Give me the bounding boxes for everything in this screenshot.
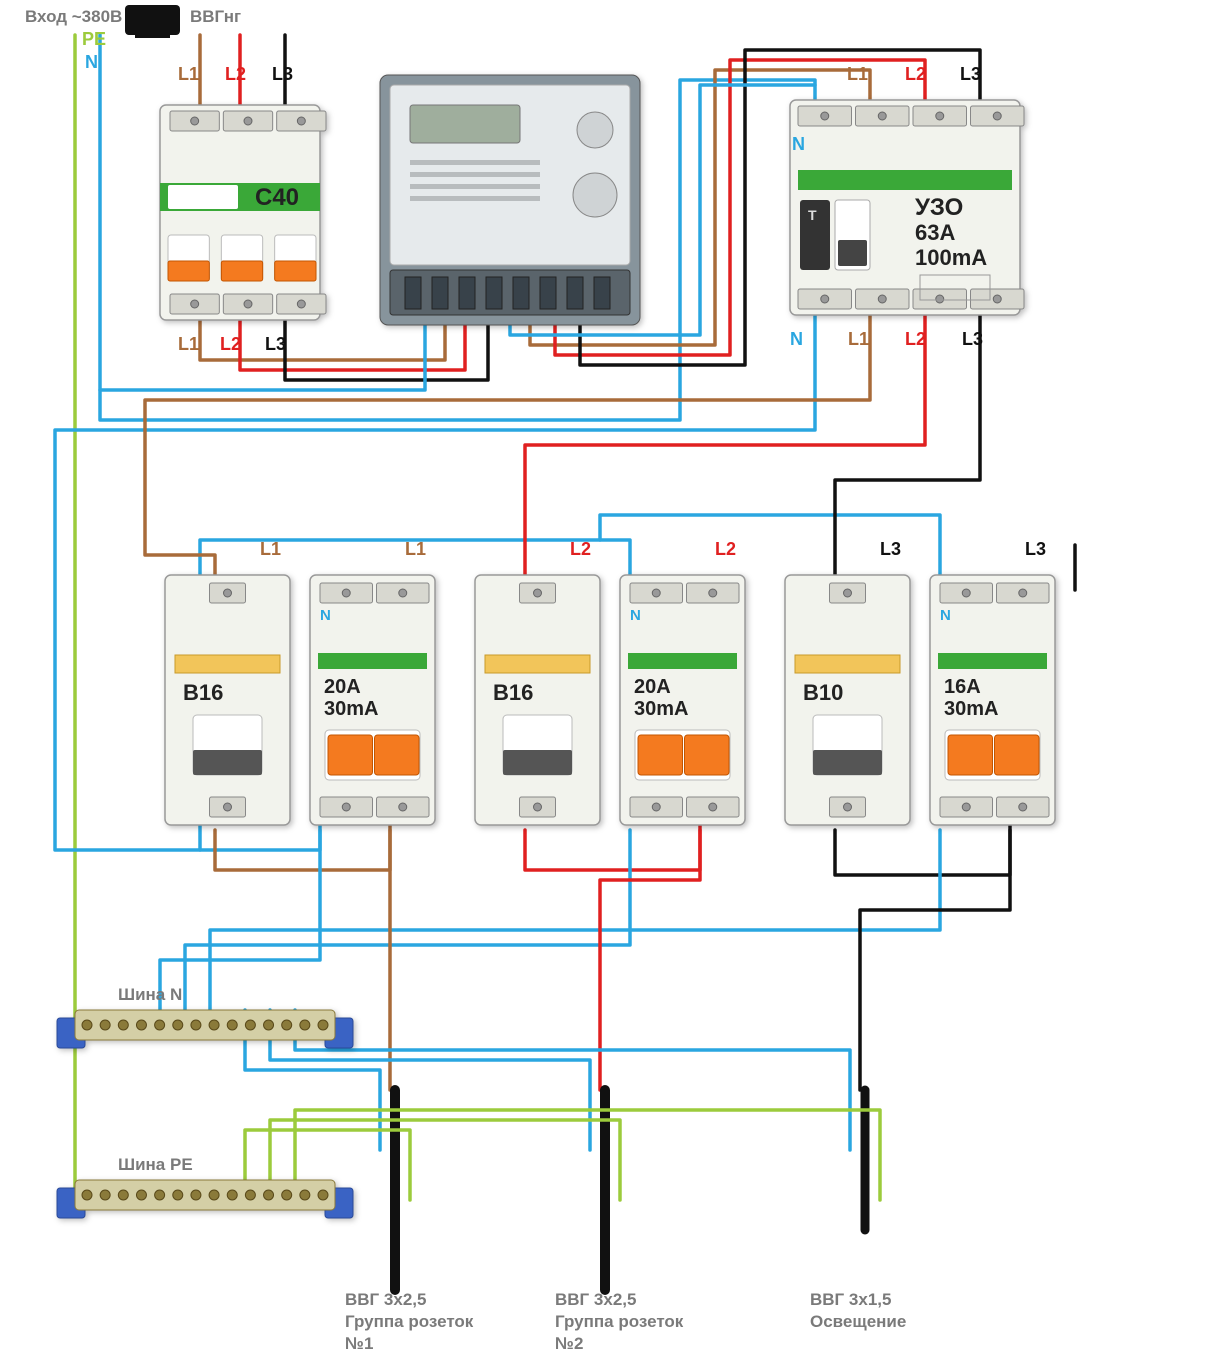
- svg-text:100mA: 100mA: [915, 245, 987, 270]
- svg-text:L3: L3: [1025, 539, 1046, 559]
- svg-text:L2: L2: [225, 64, 246, 84]
- device-b3: B10: [785, 575, 910, 825]
- svg-text:ВВГ 3х1,5: ВВГ 3х1,5: [810, 1290, 891, 1309]
- svg-text:B16: B16: [493, 680, 533, 705]
- wiring-diagram: C40TУЗО63A100mAB16L120A30mANL1B16L220A30…: [0, 0, 1220, 1363]
- svg-text:L1: L1: [260, 539, 281, 559]
- svg-text:L2: L2: [905, 64, 926, 84]
- svg-text:L3: L3: [962, 329, 983, 349]
- svg-text:T: T: [808, 207, 817, 223]
- svg-text:N: N: [320, 607, 331, 624]
- device-r3: 16A30mA N: [930, 575, 1055, 825]
- svg-text:B10: B10: [803, 680, 843, 705]
- svg-text:Группа розеток: Группа розеток: [345, 1312, 474, 1331]
- svg-text:20A: 20A: [324, 676, 361, 698]
- svg-text:C40: C40: [255, 184, 299, 211]
- svg-text:ВВГнг: ВВГнг: [190, 7, 241, 26]
- svg-text:L3: L3: [960, 64, 981, 84]
- svg-text:N: N: [790, 329, 803, 349]
- svg-text:Освещение: Освещение: [810, 1312, 906, 1331]
- svg-text:L2: L2: [220, 334, 241, 354]
- svg-text:N: N: [630, 607, 641, 624]
- svg-text:PE: PE: [82, 29, 106, 49]
- svg-text:№2: №2: [555, 1334, 583, 1353]
- svg-text:L3: L3: [272, 64, 293, 84]
- svg-text:N: N: [85, 52, 98, 72]
- svg-text:30mA: 30mA: [324, 698, 378, 720]
- svg-text:L2: L2: [905, 329, 926, 349]
- svg-text:ВВГ 3х2,5: ВВГ 3х2,5: [555, 1290, 636, 1309]
- svg-text:L3: L3: [265, 334, 286, 354]
- device-r1: 20A30mA N: [310, 575, 435, 825]
- svg-text:N: N: [940, 607, 951, 624]
- svg-text:L1: L1: [847, 64, 868, 84]
- svg-text:L1: L1: [848, 329, 869, 349]
- svg-text:30mA: 30mA: [944, 698, 998, 720]
- svg-text:ВВГ 3х2,5: ВВГ 3х2,5: [345, 1290, 426, 1309]
- svg-text:L2: L2: [715, 539, 736, 559]
- svg-text:30mA: 30mA: [634, 698, 688, 720]
- main-breaker-c40: C40: [160, 105, 326, 320]
- svg-text:Шина N: Шина N: [118, 985, 182, 1004]
- svg-text:Вход ~380В: Вход ~380В: [25, 7, 122, 26]
- svg-text:L1: L1: [405, 539, 426, 559]
- energy-meter: [380, 75, 640, 325]
- device-b1: B16: [165, 575, 290, 825]
- device-b2: B16: [475, 575, 600, 825]
- svg-text:N: N: [792, 134, 805, 154]
- svg-text:B16: B16: [183, 680, 223, 705]
- svg-text:Группа розеток: Группа розеток: [555, 1312, 684, 1331]
- svg-text:Шина PE: Шина PE: [118, 1155, 193, 1174]
- svg-text:16A: 16A: [944, 676, 981, 698]
- svg-text:L1: L1: [178, 64, 199, 84]
- svg-text:L2: L2: [570, 539, 591, 559]
- svg-text:L1: L1: [178, 334, 199, 354]
- svg-text:L3: L3: [880, 539, 901, 559]
- svg-text:63A: 63A: [915, 220, 955, 245]
- svg-text:20A: 20A: [634, 676, 671, 698]
- main-rcd-uzo: T УЗО63A100mA: [790, 100, 1024, 315]
- svg-text:УЗО: УЗО: [915, 194, 963, 221]
- svg-text:№1: №1: [345, 1334, 373, 1353]
- device-r2: 20A30mA N: [620, 575, 745, 825]
